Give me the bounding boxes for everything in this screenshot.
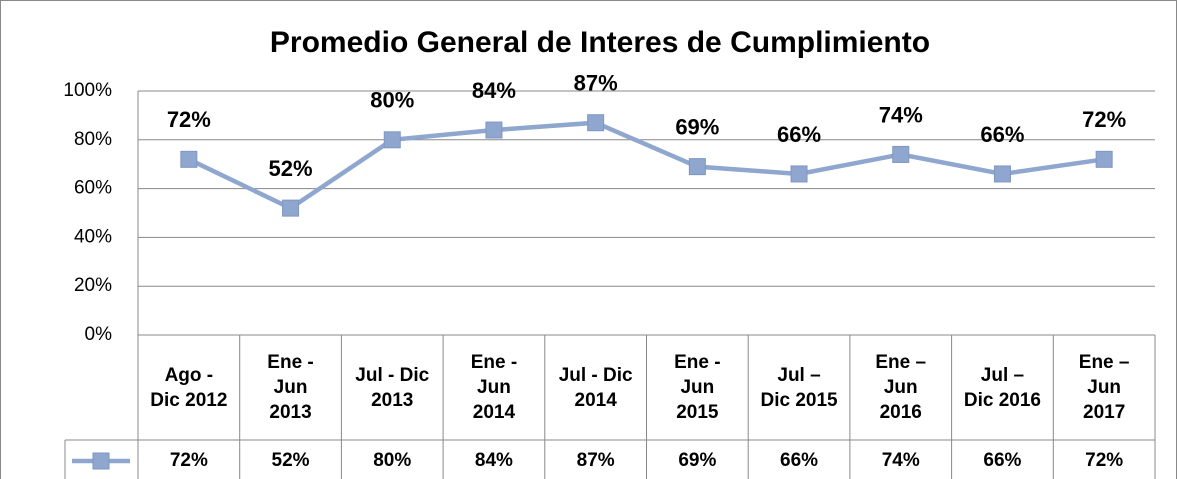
x-tick-label-box: Ene - Jun 2014 xyxy=(470,352,518,423)
x-tick-label-box: Jul – Dic 2015 xyxy=(760,364,838,411)
table-value: 52% xyxy=(272,450,310,471)
table-value: 87% xyxy=(577,450,615,471)
marker xyxy=(892,145,910,163)
table-value: 72% xyxy=(170,450,208,471)
legend-marker xyxy=(92,452,110,470)
x-tick-label: Ene – Jun 2017 xyxy=(1078,352,1130,423)
marker xyxy=(180,150,198,168)
table-value: 66% xyxy=(983,450,1021,471)
x-tick-label-box: Ene – Jun 2016 xyxy=(875,352,927,423)
marker xyxy=(790,165,808,183)
y-tick-label: 0% xyxy=(85,324,113,345)
y-tick-label: 60% xyxy=(74,178,112,199)
series-line xyxy=(187,120,1105,211)
table-value: 66% xyxy=(780,450,818,471)
x-tick-label-box: Ene – Jun 2017 xyxy=(1078,352,1130,423)
y-tick-label: 80% xyxy=(74,129,112,150)
y-tick-label: 100% xyxy=(63,80,112,101)
data-label: 66% xyxy=(980,122,1024,147)
x-tick-label: Ene - Jun 2015 xyxy=(674,352,721,423)
marker xyxy=(587,114,605,132)
data-label: 52% xyxy=(269,156,313,181)
table-value: 74% xyxy=(882,450,920,471)
x-tick-label-box: Ene - Jun 2015 xyxy=(674,352,721,423)
marker xyxy=(485,121,503,139)
data-label: 69% xyxy=(675,114,719,139)
x-tick-label-box: Ene - Jun 2013 xyxy=(267,352,314,423)
x-tick-label: Jul - Dic 2014 xyxy=(558,364,633,411)
marker xyxy=(993,165,1011,183)
y-tick-label: 20% xyxy=(74,275,112,296)
x-tick-label: Jul – Dic 2015 xyxy=(760,364,838,411)
x-tick-label: Ene - Jun 2013 xyxy=(267,352,314,423)
x-tick-label-box: Jul - Dic 2014 xyxy=(558,364,633,411)
data-label: 66% xyxy=(777,122,821,147)
data-label: 74% xyxy=(879,102,923,127)
data-label: 80% xyxy=(370,88,414,113)
x-tick-label: Ene – Jun 2016 xyxy=(875,352,927,423)
y-tick-label: 40% xyxy=(74,226,112,247)
x-tick-label: Ene - Jun 2014 xyxy=(470,352,518,423)
data-label: 87% xyxy=(574,71,618,96)
data-label: 84% xyxy=(472,78,516,103)
x-tick-label-box: Jul – Dic 2016 xyxy=(963,364,1041,411)
x-tick-label-box: Jul - Dic 2013 xyxy=(355,364,430,411)
x-tick-label: Jul - Dic 2013 xyxy=(355,364,430,411)
table-value: 69% xyxy=(678,450,716,471)
x-tick-label-box: Ago - Dic 2012 xyxy=(150,364,228,411)
data-label: 72% xyxy=(167,107,211,132)
marker xyxy=(282,199,300,217)
data-label: 72% xyxy=(1082,107,1126,132)
x-tick-label: Ago - Dic 2012 xyxy=(150,364,228,411)
table-value: 72% xyxy=(1085,450,1123,471)
x-tick-label: Jul – Dic 2016 xyxy=(963,364,1041,411)
table-value: 84% xyxy=(475,450,513,471)
marker xyxy=(688,158,706,176)
table-value: 80% xyxy=(373,450,411,471)
marker xyxy=(1095,150,1113,168)
marker xyxy=(383,131,401,149)
chart-title: Promedio General de Interes de Cumplimie… xyxy=(270,26,930,59)
